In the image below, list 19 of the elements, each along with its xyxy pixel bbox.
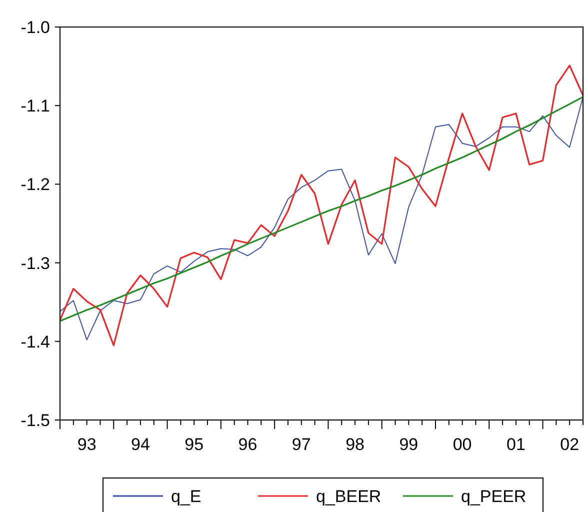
y-tick-label: -1.2 bbox=[20, 175, 50, 194]
legend-label: q_E bbox=[171, 486, 202, 506]
y-tick-label: -1.1 bbox=[20, 96, 50, 116]
legend-label: q_PEER bbox=[461, 486, 526, 506]
x-tick-label: 98 bbox=[346, 435, 364, 454]
legend-label: q_BEER bbox=[316, 486, 382, 506]
y-tick-label: -1.0 bbox=[20, 18, 50, 37]
y-tick-label: -1.5 bbox=[20, 410, 50, 430]
x-tick-label: 97 bbox=[292, 435, 311, 454]
x-tick-label: 00 bbox=[452, 435, 472, 454]
x-tick-label: 99 bbox=[399, 435, 418, 454]
x-tick-label: 94 bbox=[131, 435, 150, 454]
x-tick-label: 01 bbox=[506, 435, 526, 454]
x-tick-label: 96 bbox=[238, 435, 258, 454]
y-tick-label: -1.4 bbox=[20, 332, 50, 352]
x-tick-label: 93 bbox=[77, 435, 96, 454]
y-tick-label: -1.3 bbox=[20, 254, 50, 273]
x-tick-label: 02 bbox=[560, 435, 580, 454]
x-tick-label: 95 bbox=[184, 435, 204, 454]
